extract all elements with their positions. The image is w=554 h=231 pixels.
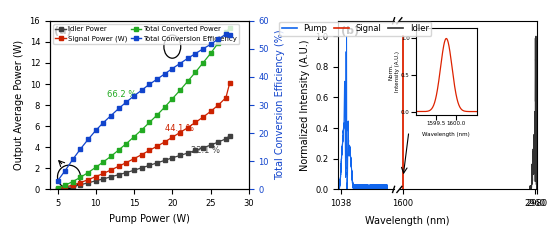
Y-axis label: Normalized Intensity (A.U.): Normalized Intensity (A.U.) [300, 39, 310, 171]
Text: Wavelength (nm): Wavelength (nm) [365, 216, 449, 226]
Text: (a): (a) [54, 26, 71, 36]
Text: 66.2 %: 66.2 % [107, 90, 136, 99]
Legend: Idler Power, Signal Power (W), Total Converted Power, Total Conversion Efficienc: Idler Power, Signal Power (W), Total Con… [53, 24, 239, 44]
Text: 22.1 %: 22.1 % [192, 146, 220, 155]
Y-axis label: Total Conversion Efficiency (%): Total Conversion Efficiency (%) [275, 30, 285, 180]
Text: 44.1 %: 44.1 % [165, 125, 194, 134]
Legend: Pump, Signal, Idler: Pump, Signal, Idler [279, 21, 432, 36]
Y-axis label: Output Average Power (W): Output Average Power (W) [14, 40, 24, 170]
X-axis label: Pump Power (W): Pump Power (W) [109, 214, 190, 224]
Text: (b): (b) [341, 26, 360, 36]
